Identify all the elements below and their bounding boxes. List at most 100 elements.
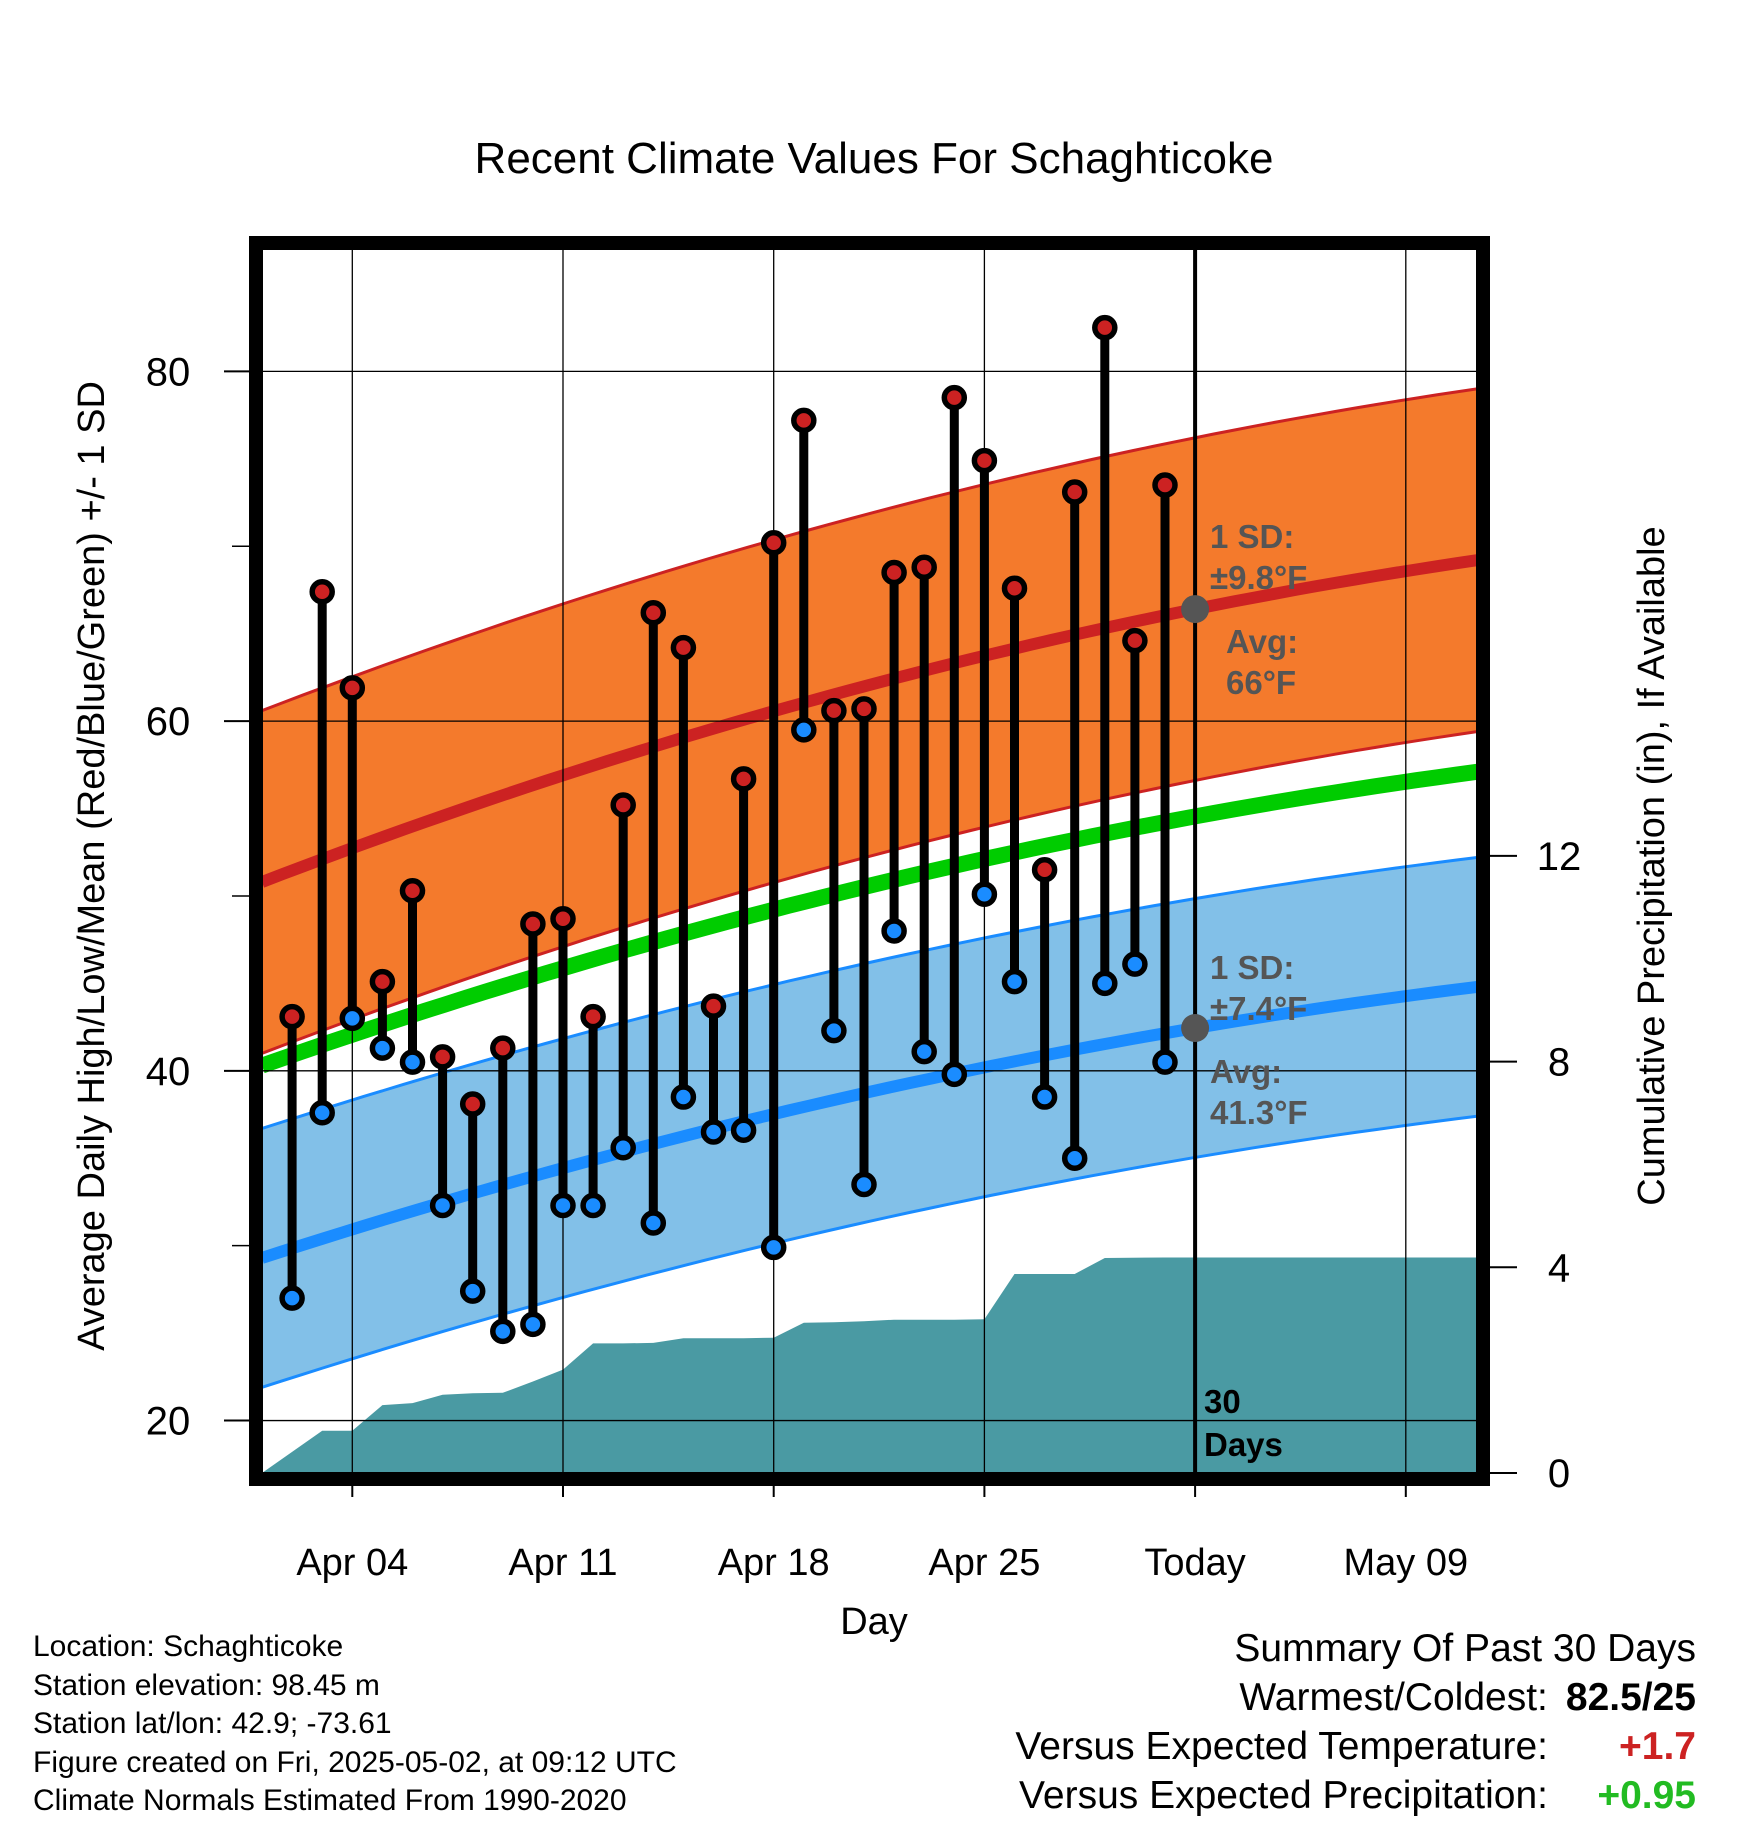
daily-high-point xyxy=(490,1035,516,1061)
daily-high-point xyxy=(399,877,426,904)
low-avg-label: Avg: xyxy=(1210,1053,1282,1090)
daily-high-point xyxy=(309,578,335,605)
y-tick-label-left: 20 xyxy=(146,1400,191,1444)
daily-high-point xyxy=(339,675,366,701)
high-band-lower-edge xyxy=(262,730,1477,1055)
summary-title: Summary Of Past 30 Days xyxy=(1234,1627,1696,1670)
y-axis-label-right: Cumulative Precipitation (in), If Availa… xyxy=(1631,526,1673,1205)
low-band-lower-edge xyxy=(262,1114,1477,1389)
elevation-text: Station elevation: 98.45 m xyxy=(33,1668,380,1702)
temp-departure-label: Versus Expected Temperature: xyxy=(1015,1725,1548,1768)
warmest-label: Warmest/Coldest: xyxy=(1239,1676,1548,1719)
daily-low-point xyxy=(459,1278,486,1304)
daily-low-point xyxy=(821,1017,847,1044)
daily-low-point xyxy=(640,1210,667,1236)
daily-high-point xyxy=(700,993,727,1019)
daily-low-point xyxy=(670,1084,697,1110)
daily-high-point xyxy=(520,911,546,937)
daily-low-point xyxy=(520,1311,546,1338)
x-tick-label: Apr 25 xyxy=(928,1542,1040,1584)
daily-high-point xyxy=(1092,314,1118,341)
today-low-normal-marker xyxy=(1181,1014,1210,1043)
daily-low-point xyxy=(760,1234,787,1261)
daily-high-point xyxy=(369,968,396,995)
daily-low-point xyxy=(911,1038,937,1065)
daily-low-point xyxy=(700,1119,727,1145)
normals-text: Climate Normals Estimated From 1990-2020 xyxy=(33,1784,627,1817)
y-tick-label-right: 4 xyxy=(1548,1246,1570,1290)
summary-panel: Summary Of Past 30 Days Warmest/Coldest:… xyxy=(1015,1624,1696,1820)
low-band-upper-edge xyxy=(262,856,1477,1130)
daily-low-point xyxy=(429,1192,456,1219)
temp-departure-value: +1.7 xyxy=(1619,1725,1696,1768)
plot-content: 1 SD: ±9.8°F Avg: 66°F 1 SD: ±7.4°F Avg: 41.3°F… xyxy=(262,249,1477,1473)
daily-high-point xyxy=(941,384,968,411)
daily-high-point xyxy=(851,696,877,722)
daily-low-point xyxy=(851,1171,877,1198)
low-avg-value: 41.3°F xyxy=(1210,1094,1308,1131)
daily-high-point xyxy=(670,634,697,661)
daily-low-point xyxy=(1092,970,1118,997)
warmest-value: 82.5/25 xyxy=(1565,1676,1696,1719)
y-tick-label-right: 12 xyxy=(1537,835,1582,879)
latlon-text: Station lat/lon: 42.9; -73.61 xyxy=(33,1707,392,1740)
daily-high-point xyxy=(911,554,937,580)
daily-high-point xyxy=(640,599,667,626)
daily-low-point xyxy=(1122,951,1148,977)
daily-low-point xyxy=(580,1192,606,1219)
today-high-normal-marker xyxy=(1181,595,1210,624)
low-sd-value: ±7.4°F xyxy=(1210,990,1307,1027)
daily-high-point xyxy=(580,1003,606,1030)
mean-normal-line xyxy=(262,763,1477,1074)
daily-low-point xyxy=(1152,1049,1178,1075)
low-normal-line xyxy=(262,980,1477,1264)
x-tick-label: May 09 xyxy=(1343,1542,1468,1584)
daily-high-point xyxy=(429,1044,456,1070)
daily-low-point xyxy=(369,1035,396,1061)
daily-high-point xyxy=(1152,472,1178,498)
summary-row-temp: Versus Expected Temperature: +1.7 xyxy=(1015,1722,1696,1771)
x-tick-label: Today xyxy=(1144,1542,1245,1584)
high-normal-line xyxy=(262,554,1477,888)
daily-low-point xyxy=(730,1117,757,1144)
daily-low-point xyxy=(1031,1084,1058,1110)
x-axis-label: Day xyxy=(840,1601,908,1643)
daily-high-point xyxy=(279,1003,305,1030)
daily-low-point xyxy=(881,918,907,944)
precip-area xyxy=(262,1257,1477,1473)
x-tick-label: Apr 11 xyxy=(508,1542,617,1584)
daily-high-point xyxy=(550,905,576,932)
summary-row-extremes: Warmest/Coldest: 82.5/25 xyxy=(1015,1673,1696,1722)
daily-high-point xyxy=(1001,575,1028,601)
daily-high-point xyxy=(791,407,817,434)
daily-high-point xyxy=(1122,627,1148,654)
period-number: 30 xyxy=(1204,1383,1241,1420)
plot-frame xyxy=(249,236,1490,1486)
daily-high-point xyxy=(971,447,998,474)
daily-high-point xyxy=(1061,479,1088,505)
daily-high-point xyxy=(821,697,847,724)
station-info: Location: Schaghticoke Station elevation… xyxy=(33,1628,677,1821)
x-tick-label: Apr 18 xyxy=(718,1542,830,1584)
location-text: Location: Schaghticoke xyxy=(33,1630,344,1663)
y-tick-label-right: 0 xyxy=(1548,1452,1570,1496)
daily-low-point xyxy=(1061,1145,1088,1172)
y-axis-label-left: Average Daily High/Low/Mean (Red/Blue/Gr… xyxy=(71,381,113,1351)
daily-low-point xyxy=(399,1049,426,1075)
low-sd-label: 1 SD: xyxy=(1210,949,1294,986)
high-band-upper-edge xyxy=(262,387,1477,713)
daily-high-point xyxy=(1031,856,1058,883)
daily-high-point xyxy=(459,1091,486,1117)
high-avg-value: 66°F xyxy=(1226,664,1296,701)
daily-low-point xyxy=(339,1005,366,1032)
y-tick-label-right: 8 xyxy=(1548,1041,1570,1085)
daily-high-point xyxy=(760,530,787,556)
y-tick-label-left: 80 xyxy=(146,350,191,394)
precip-departure-label: Versus Expected Precipitation: xyxy=(1019,1774,1548,1817)
daily-low-point xyxy=(490,1318,516,1345)
high-sd-value: ±9.8°F xyxy=(1210,559,1307,596)
daily-high-point xyxy=(730,766,757,792)
daily-low-point xyxy=(279,1285,305,1311)
daily-low-point xyxy=(309,1100,335,1126)
